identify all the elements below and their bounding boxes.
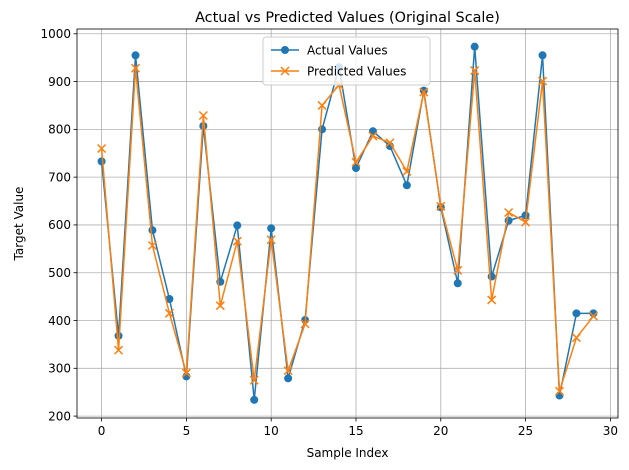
y-tick-label: 300 (48, 362, 71, 376)
data-point (470, 66, 480, 76)
data-point (402, 181, 411, 190)
data-point (521, 211, 530, 220)
data-point (250, 395, 259, 404)
legend-label: Actual Values (307, 43, 388, 57)
legend-entry: Predicted Values (271, 64, 406, 78)
series-line (100, 67, 594, 392)
data-point (402, 166, 412, 176)
data-point (487, 272, 496, 281)
legend-marker (281, 46, 289, 54)
data-point (249, 375, 259, 385)
data-point (589, 309, 598, 318)
legend-marker (280, 66, 290, 76)
data-point (266, 235, 276, 245)
y-tick-label: 900 (48, 75, 71, 89)
data-point (198, 110, 208, 121)
legend: Actual Values Predicted Values (262, 36, 431, 86)
x-tick-label: 0 (98, 424, 106, 438)
series-line (100, 45, 594, 401)
y-tick-label: 400 (48, 314, 71, 328)
data-point (114, 345, 124, 355)
data-point (148, 226, 157, 235)
chart-title: Actual vs Predicted Values (Original Sca… (195, 10, 500, 26)
data-point (554, 386, 565, 396)
x-tick-label: 30 (603, 424, 618, 438)
data-point (588, 311, 598, 321)
data-point (453, 279, 462, 288)
data-point (181, 368, 191, 378)
data-point (267, 224, 276, 233)
data-point (164, 308, 174, 318)
data-point (97, 143, 107, 154)
data-point (538, 76, 548, 86)
data-point (571, 333, 581, 343)
series-actual (97, 42, 598, 404)
y-axis-label: Target Value (12, 187, 26, 262)
data-point (300, 319, 310, 329)
data-point (232, 236, 242, 246)
data-point (538, 51, 547, 60)
data-point (284, 374, 293, 383)
y-tick-label: 700 (48, 170, 71, 184)
data-point (521, 217, 531, 227)
x-axis-label: Sample Index (307, 446, 389, 460)
data-point (130, 63, 141, 73)
data-point (555, 391, 564, 400)
data-point (504, 207, 514, 218)
plot-frame (76, 28, 619, 419)
y-tick-label: 800 (48, 123, 71, 137)
data-point (572, 309, 581, 318)
axis-ticks: 0 5 10 15 20 25 30 200 300 400 500 600 700 800 900 1000 (40, 27, 618, 438)
data-point (351, 164, 360, 173)
data-point (436, 201, 446, 211)
data-point (470, 42, 479, 51)
y-tick-label: 200 (48, 409, 71, 423)
data-point (368, 131, 378, 141)
legend-label: Predicted Values (307, 64, 406, 78)
data-point (419, 86, 428, 95)
data-point (147, 240, 157, 251)
x-tick-label: 10 (264, 424, 279, 438)
data-point (283, 366, 293, 376)
data-point (487, 295, 497, 305)
x-tick-label: 25 (518, 424, 533, 438)
legend-box (262, 36, 431, 86)
data-point (233, 221, 242, 230)
series-layer (97, 42, 598, 404)
data-point (131, 51, 140, 60)
data-point (215, 301, 225, 311)
y-tick-label: 600 (48, 218, 71, 232)
data-point (317, 100, 327, 110)
y-tick-label: 500 (48, 266, 71, 280)
series-predicted (97, 63, 598, 396)
data-point (97, 157, 106, 166)
x-tick-label: 5 (183, 424, 191, 438)
data-point (165, 295, 174, 304)
data-point (419, 87, 429, 97)
data-point (351, 157, 361, 167)
legend-entry: Actual Values (271, 43, 388, 57)
data-point (453, 265, 463, 275)
y-tick-label: 1000 (40, 27, 71, 41)
x-tick-label: 15 (348, 424, 363, 438)
x-tick-label: 20 (433, 424, 448, 438)
grid-lines (77, 29, 618, 418)
data-point (385, 138, 395, 148)
